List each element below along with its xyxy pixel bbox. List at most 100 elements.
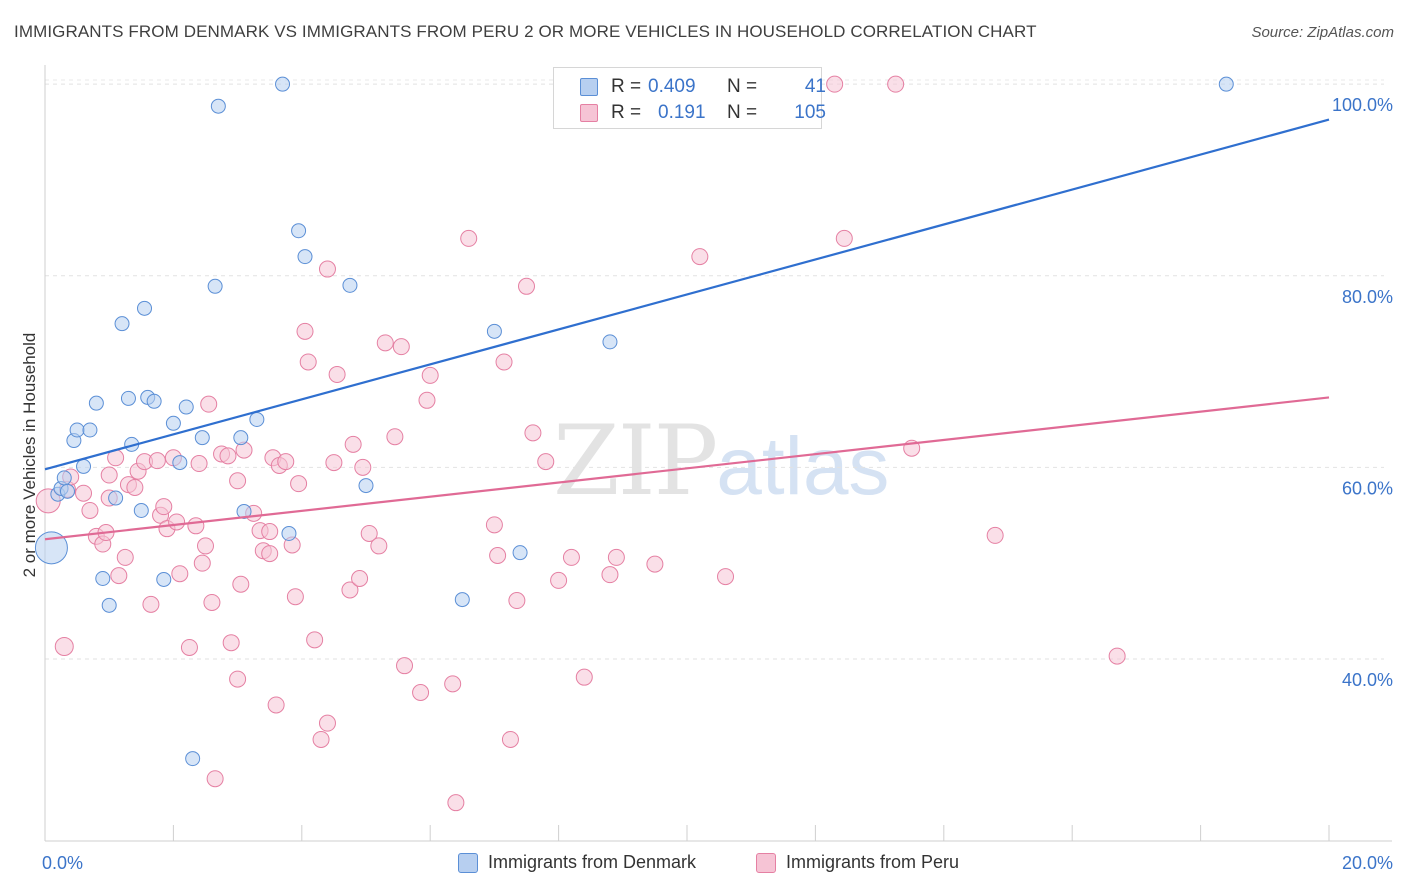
data-point-peru [318,714,336,732]
data-point-denmark [76,458,92,474]
data-point-peru [267,696,285,714]
data-point-peru [325,454,343,472]
data-point-peru [222,634,240,652]
data-point-denmark [275,76,291,92]
data-point-peru [116,548,134,566]
data-point-peru [575,668,593,686]
data-point-peru [75,484,93,502]
legend-swatch-peru [580,104,598,122]
tick-labels: 100.0% 80.0% 60.0% 40.0% 0.0% 20.0% [42,95,1393,873]
trend-lines [44,118,1330,541]
data-point-peru [986,526,1004,544]
bottom-legend-swatch-denmark [458,853,478,873]
data-point-denmark [207,278,223,294]
data-point-peru [460,229,478,247]
y-tick-label: 80.0% [1342,287,1393,307]
data-point-peru [386,428,404,446]
data-point-peru [148,452,166,470]
data-point-peru [290,475,308,493]
data-point-peru [229,670,247,688]
data-point-denmark [454,592,470,608]
data-point-peru [81,501,99,519]
data-point-peru [110,567,128,585]
data-point-peru [1108,647,1126,665]
data-point-denmark [210,98,226,114]
axes [44,65,1392,842]
data-point-peru [100,466,118,484]
data-point-peru [412,684,430,702]
data-point-denmark [185,751,201,767]
data-point-denmark [486,323,502,339]
watermark-atlas: atlas [716,421,890,512]
data-point-denmark [95,571,111,587]
data-point-peru [54,637,74,657]
data-point-peru [203,593,221,611]
data-point-peru [168,513,186,531]
x-tick-label: 0.0% [42,853,83,873]
chart-title: IMMIGRANTS FROM DENMARK VS IMMIGRANTS FR… [14,22,1037,41]
data-point-denmark [156,571,172,587]
series-denmark-points [34,76,1234,767]
data-point-peru [508,592,526,610]
data-point-peru [717,568,735,586]
data-point-peru [421,366,439,384]
data-point-denmark [88,395,104,411]
data-point-denmark [342,277,358,293]
data-point-denmark [291,223,307,239]
data-point-peru [328,365,346,383]
data-point-peru [537,453,555,471]
watermark: ZIPatlas [553,405,889,517]
data-point-peru [232,575,250,593]
data-point-denmark [281,525,297,541]
watermark-zip: ZIP [553,405,718,517]
data-point-denmark [59,483,75,499]
legend-r-value: 0.409 [648,76,696,97]
y-tick-label: 60.0% [1342,478,1393,498]
data-point-peru [887,75,905,93]
data-point-peru [155,498,173,516]
data-point-peru [206,770,224,788]
data-point-peru [444,675,462,693]
data-point-denmark [108,490,124,506]
data-point-denmark [165,415,181,431]
legend-r-label: R = [611,102,642,123]
data-point-peru [187,517,205,535]
data-point-peru [396,657,414,675]
bottom-legend-swatch-peru [756,853,776,873]
bottom-legend-label-peru: Immigrants from Peru [786,852,960,872]
data-point-denmark [233,430,249,446]
data-point-peru [691,248,709,266]
data-point-denmark [101,597,117,613]
data-point-denmark [249,411,265,427]
legend-n-label: N = [727,76,758,97]
y-tick-label: 100.0% [1332,95,1393,115]
legend-n-value: 105 [794,102,826,123]
data-point-peru [351,570,369,588]
data-point-peru [550,571,568,589]
y-tick-label: 40.0% [1342,670,1393,690]
correlation-legend: R = 0.409 N = 41 R = 0.191 N = 105 [553,67,826,129]
y-axis-label: 2 or more Vehicles in Household [20,333,39,578]
data-point-peru [200,395,218,413]
data-point-denmark [137,300,153,316]
data-point-peru [219,447,237,465]
data-point-denmark [358,478,374,494]
data-point-denmark [172,455,188,471]
data-point-peru [370,537,388,555]
data-point-peru [501,730,519,748]
data-point-denmark [34,531,68,565]
legend-r-label: R = [611,76,642,97]
data-point-peru [296,322,314,340]
data-point-denmark [194,430,210,446]
data-point-peru [126,478,144,496]
data-point-peru [197,537,214,555]
data-point-peru [277,453,295,471]
data-point-denmark [1218,76,1234,92]
data-point-denmark [82,422,98,438]
data-point-denmark [512,545,528,561]
legend-n-value: 41 [804,76,826,97]
legend-r-value: 0.191 [658,102,706,123]
data-point-peru [142,595,160,613]
trend-line-denmark [44,118,1330,471]
